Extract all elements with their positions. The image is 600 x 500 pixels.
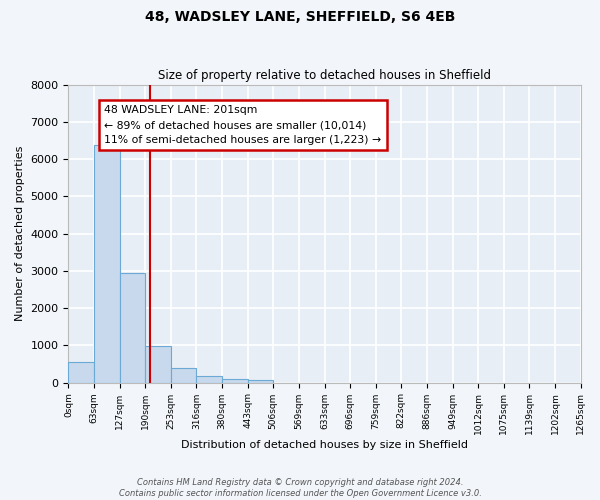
Bar xyxy=(222,379,248,382)
Bar xyxy=(68,362,94,382)
Bar xyxy=(94,145,120,382)
Text: 48 WADSLEY LANE: 201sqm
← 89% of detached houses are smaller (10,014)
11% of sem: 48 WADSLEY LANE: 201sqm ← 89% of detache… xyxy=(104,106,382,145)
Bar xyxy=(171,368,196,382)
Bar xyxy=(248,380,273,382)
Text: 48, WADSLEY LANE, SHEFFIELD, S6 4EB: 48, WADSLEY LANE, SHEFFIELD, S6 4EB xyxy=(145,10,455,24)
Bar xyxy=(145,346,171,383)
Y-axis label: Number of detached properties: Number of detached properties xyxy=(15,146,25,322)
Title: Size of property relative to detached houses in Sheffield: Size of property relative to detached ho… xyxy=(158,69,491,82)
Bar xyxy=(196,376,222,382)
Bar xyxy=(120,272,145,382)
Text: Contains HM Land Registry data © Crown copyright and database right 2024.
Contai: Contains HM Land Registry data © Crown c… xyxy=(119,478,481,498)
X-axis label: Distribution of detached houses by size in Sheffield: Distribution of detached houses by size … xyxy=(181,440,468,450)
